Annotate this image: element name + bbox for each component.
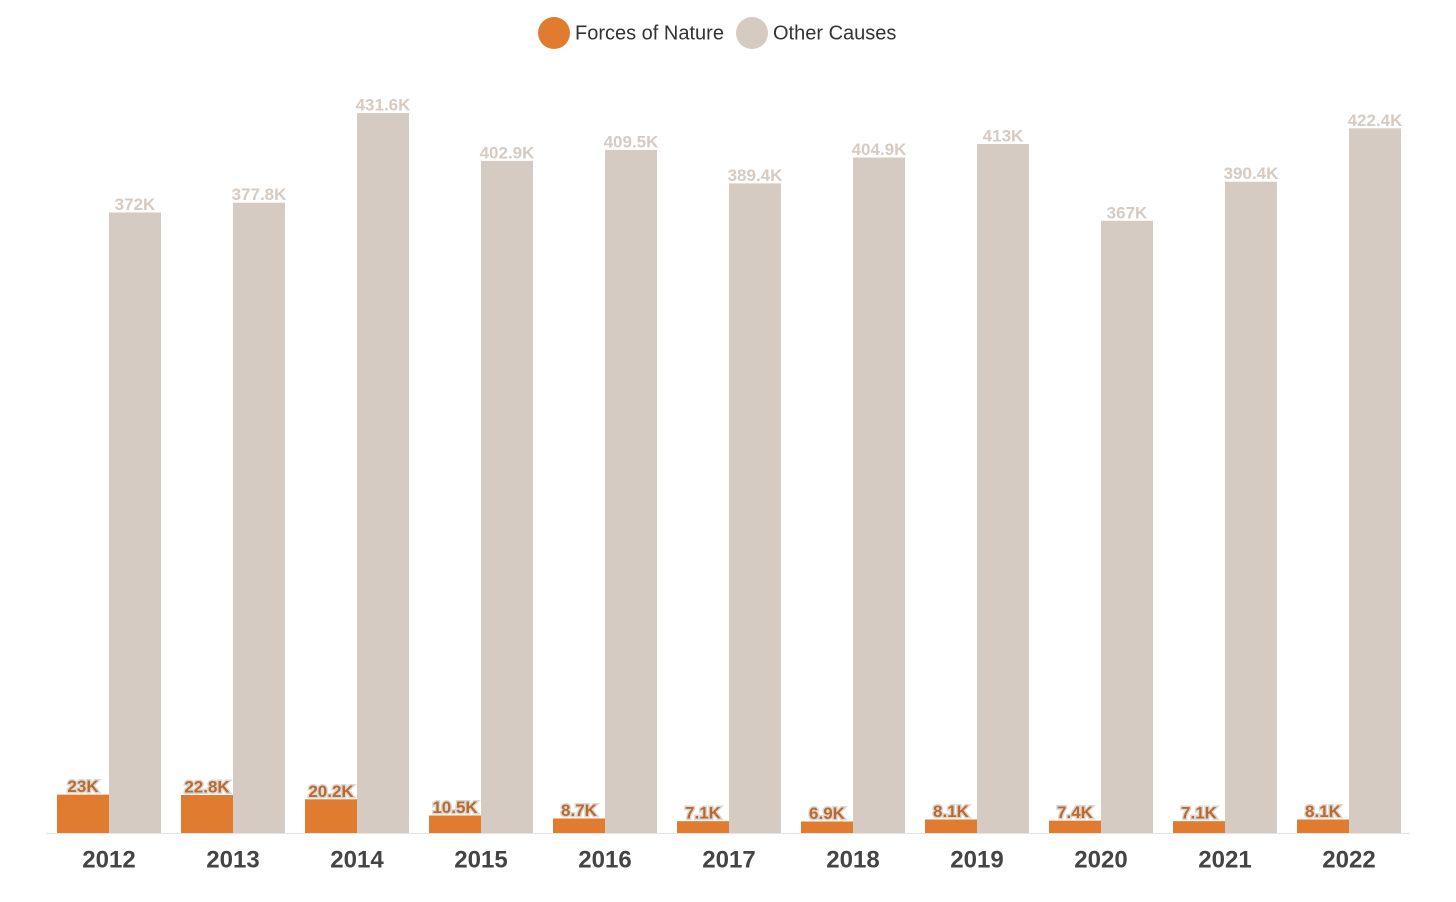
bar [1049, 820, 1101, 833]
bar [853, 157, 905, 833]
x-tick-label: 2021 [1198, 846, 1251, 873]
data-label: 7.1K [685, 804, 722, 823]
data-label: 8.1K [933, 802, 970, 821]
bar [429, 815, 481, 833]
data-label: 389.4K [728, 166, 784, 185]
data-label: 372K [115, 195, 156, 214]
data-label: 377.8K [232, 185, 288, 204]
data-label: 22.8K [184, 777, 230, 796]
bar [1173, 821, 1225, 833]
bar [801, 821, 853, 833]
legend-label: Forces of Nature [575, 22, 724, 44]
bar [57, 794, 109, 833]
x-tick-label: 2018 [826, 846, 879, 873]
x-tick-label: 2020 [1074, 846, 1127, 873]
x-tick-label: 2017 [702, 846, 755, 873]
data-label: 404.9K [852, 140, 908, 159]
x-tick-label: 2015 [454, 846, 507, 873]
bar [481, 160, 533, 833]
bar [1225, 181, 1277, 834]
x-tick-label: 2012 [82, 846, 135, 873]
bar [357, 113, 409, 833]
data-label: 422.4K [1348, 111, 1404, 130]
bar [305, 799, 357, 833]
bar [605, 149, 657, 833]
bar [181, 794, 233, 833]
bar [1101, 220, 1153, 833]
legend-label: Other Causes [773, 22, 896, 44]
legend-swatch [736, 17, 768, 49]
data-label: 8.1K [1305, 802, 1342, 821]
x-tick-label: 2022 [1322, 846, 1375, 873]
data-label: 367K [1107, 203, 1148, 222]
data-label: 390.4K [1224, 164, 1280, 183]
data-label: 8.7K [561, 801, 598, 820]
x-tick-label: 2016 [578, 846, 631, 873]
bar [1349, 128, 1401, 834]
legend-swatch [538, 17, 570, 49]
data-label: 10.5K [432, 798, 478, 817]
data-label: 402.9K [480, 143, 536, 162]
data-label: 20.2K [308, 782, 354, 801]
x-tick-label: 2013 [206, 846, 259, 873]
bar [233, 202, 285, 834]
data-label: 409.5K [604, 132, 660, 151]
data-label: 23K [67, 777, 99, 796]
bar [677, 821, 729, 833]
data-label: 431.6K [356, 95, 412, 114]
bar [1297, 819, 1349, 833]
data-label: 6.9K [809, 804, 846, 823]
data-label: 413K [983, 127, 1024, 146]
x-tick-label: 2019 [950, 846, 1003, 873]
bar [977, 144, 1029, 833]
bar [729, 183, 781, 834]
x-tick-label: 2014 [330, 846, 384, 873]
bar [925, 819, 977, 833]
data-label: 7.1K [1181, 804, 1218, 823]
bar [109, 212, 161, 833]
data-label: 7.4K [1057, 803, 1094, 822]
bar [553, 818, 605, 833]
